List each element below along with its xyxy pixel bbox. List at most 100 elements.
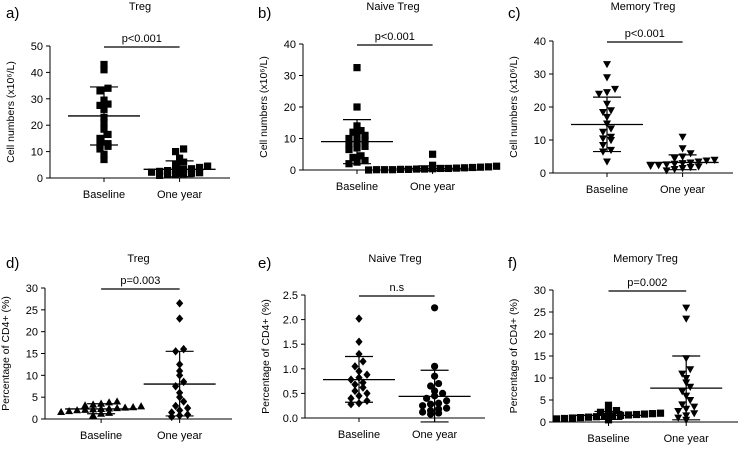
data-point: [443, 404, 451, 412]
data-point: [359, 378, 367, 387]
data-point: [96, 145, 104, 153]
data-point: [461, 164, 469, 172]
data-point: [682, 412, 691, 420]
data-point: [96, 101, 104, 109]
data-point: [113, 397, 122, 405]
data-point: [100, 66, 108, 74]
data-point: [100, 150, 108, 158]
x-tick-label: One year: [157, 189, 203, 201]
data-point: [100, 155, 108, 164]
data-point: [172, 148, 180, 156]
data-point: [121, 403, 130, 411]
data-point: [419, 402, 427, 410]
data-point: [604, 416, 613, 424]
data-point: [656, 409, 665, 417]
significance-label: n.s: [389, 282, 404, 294]
y-tick-label: 1.5: [283, 339, 298, 351]
data-point: [702, 157, 711, 165]
significance-label: p<0.001: [625, 28, 665, 40]
data-point: [445, 164, 453, 173]
y-tick-label: 20: [31, 120, 43, 132]
series-one-year: [143, 299, 216, 422]
data-point: [682, 416, 691, 424]
y-tick-label: 2.5: [283, 290, 298, 302]
data-point: [347, 400, 355, 409]
significance-label: p<0.001: [122, 33, 162, 45]
data-point: [176, 154, 184, 162]
y-tick-label: 10: [534, 135, 546, 147]
data-point: [164, 171, 172, 179]
data-point: [427, 382, 435, 390]
y-tick-label: 40: [284, 39, 296, 51]
y-tick-label: 5: [540, 395, 546, 407]
data-point: [353, 133, 361, 141]
data-point: [355, 314, 363, 323]
data-point: [176, 299, 184, 308]
data-point: [137, 402, 146, 410]
data-point: [176, 360, 184, 369]
data-point: [148, 168, 156, 176]
x-tick-label: One year: [410, 181, 456, 193]
y-tick-label: 0.0: [283, 413, 298, 425]
data-point: [607, 146, 615, 155]
data-point: [361, 142, 369, 150]
x-tick-label: One year: [412, 429, 458, 441]
y-tick-label: 40: [31, 67, 43, 79]
data-point: [361, 156, 369, 165]
data-point: [469, 163, 477, 172]
y-tick-label: 0: [540, 168, 546, 180]
data-point: [359, 357, 367, 366]
data-point: [600, 412, 609, 420]
data-point: [646, 162, 655, 170]
data-point: [604, 407, 613, 416]
data-point: [595, 90, 603, 98]
panel-4: d) Treg 0 5 10 15 20 25 30 Percentage of CD4+ (%)…: [0, 253, 232, 442]
data-point: [431, 372, 439, 380]
data-point: [405, 165, 413, 173]
data-point: [97, 404, 106, 412]
y-tick-label: 25: [534, 307, 546, 319]
data-point: [176, 406, 184, 415]
y-axis-label: Percentage of CD4+ (%): [260, 299, 272, 414]
panel-1: a) Treg 0 10 20 30 40 50 Cell numbers (x10⁶/L) Ba…: [5, 1, 230, 201]
data-point: [603, 113, 611, 122]
data-point: [353, 122, 361, 130]
data-point: [81, 401, 90, 409]
data-point: [678, 388, 687, 396]
data-point: [353, 158, 361, 166]
series-baseline: [571, 61, 643, 166]
series-one-year: [646, 133, 719, 175]
data-point: [347, 375, 355, 384]
data-point: [678, 160, 687, 168]
data-point: [363, 396, 371, 405]
data-point: [361, 136, 369, 144]
series-baseline: [323, 314, 395, 409]
data-point: [188, 165, 196, 173]
data-point: [97, 399, 106, 407]
data-point: [172, 382, 180, 391]
panel-title: Naive Treg: [368, 253, 421, 265]
series-one-year: [365, 150, 501, 174]
data-point: [694, 158, 703, 166]
data-point: [347, 394, 355, 403]
panel-label: c): [508, 5, 521, 22]
data-point: [168, 412, 176, 422]
data-point: [204, 162, 212, 170]
x-tick-label: Baseline: [338, 429, 380, 441]
data-point: [686, 164, 695, 172]
data-point: [104, 100, 112, 108]
data-point: [560, 414, 569, 423]
y-tick-label: 2.0: [283, 315, 298, 327]
data-point: [365, 166, 373, 174]
panel-label: a): [6, 5, 19, 22]
data-point: [351, 380, 359, 389]
data-point: [100, 125, 108, 133]
x-tick-label: One year: [664, 433, 710, 445]
data-point: [351, 386, 359, 396]
y-tick-label: 40: [534, 36, 546, 48]
data-point: [686, 150, 695, 158]
data-point: [694, 163, 703, 171]
data-point: [164, 167, 172, 175]
data-point: [682, 355, 691, 363]
